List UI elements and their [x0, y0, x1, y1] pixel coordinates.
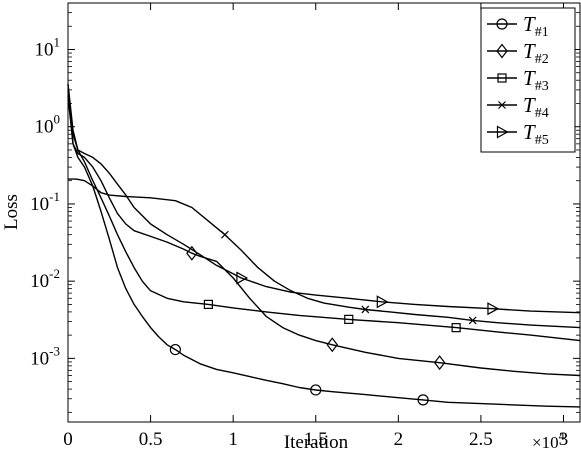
- marker-triangle-right: [236, 271, 249, 285]
- legend-box: [480, 7, 576, 153]
- marker-diamond: [433, 355, 446, 371]
- y-tick-label-exponent: -1: [49, 189, 60, 204]
- marker-diamond: [496, 43, 508, 59]
- y-tick-label: 10-1: [30, 189, 60, 215]
- marker-circle: [417, 394, 429, 406]
- y-tick-label-exponent: 1: [54, 34, 61, 49]
- series-line-5: [67, 83, 581, 314]
- legend-item-2: T#2: [487, 39, 549, 67]
- marker-x: [361, 305, 370, 314]
- marker-square: [203, 299, 213, 310]
- marker-diamond: [326, 337, 339, 353]
- marker-square: [451, 323, 461, 333]
- legend-label: T#2: [523, 39, 549, 67]
- legend: T#1T#2T#3T#4T#5: [480, 7, 576, 153]
- x-tick-label: 2.5: [469, 429, 493, 450]
- x-tick-label: 1: [228, 429, 238, 450]
- legend-label: T#5: [523, 120, 549, 148]
- x-axis-label: Iteration: [284, 432, 349, 453]
- y-tick-label-base: 10: [30, 194, 49, 215]
- legend-item-1: T#1: [487, 12, 549, 40]
- legend-item-3: T#3: [487, 66, 549, 94]
- y-tick-label-exponent: 0: [54, 112, 61, 127]
- y-axis-label: Loss: [1, 194, 22, 230]
- y-tick-label: 10-3: [30, 343, 60, 369]
- y-tick-label: 101: [35, 34, 61, 60]
- series-5: [67, 83, 581, 316]
- y-tick-label: 10-2: [30, 266, 60, 292]
- x-multiplier-exponent: 4: [559, 429, 565, 443]
- legend-label-name: T: [523, 93, 536, 117]
- axes-frame: [67, 2, 581, 423]
- legend-label-subscript: #1: [535, 25, 549, 40]
- legend-item-4: T#4: [487, 93, 549, 121]
- y-tick-label-base: 10: [35, 39, 54, 60]
- legend-label-subscript: #4: [535, 106, 549, 121]
- legend-label-name: T: [523, 120, 536, 144]
- marker-circle: [496, 18, 508, 30]
- series-3: [67, 89, 581, 342]
- y-tick-label-base: 10: [30, 348, 49, 369]
- y-tick-label-exponent: -3: [49, 343, 60, 358]
- legend-label-subscript: #5: [535, 133, 549, 148]
- legend-label: T#3: [523, 66, 549, 94]
- series-line-3: [67, 89, 581, 342]
- series-line-2: [67, 95, 581, 377]
- legend-label-name: T: [523, 66, 536, 90]
- legend-label-name: T: [523, 12, 536, 36]
- marker-x: [498, 101, 506, 109]
- x-tick-label: 0: [63, 429, 73, 450]
- x-tick-label: 3: [559, 429, 569, 450]
- marker-triangle-right: [496, 125, 509, 139]
- legend-label: T#4: [523, 93, 549, 121]
- x-multiplier-base: ×10: [532, 433, 559, 452]
- legend-label: T#1: [523, 12, 549, 40]
- plot-area: [67, 2, 581, 423]
- x-tick-labels: 0 0.5 1 1.5 2 2.5 3: [63, 429, 568, 450]
- y-tick-label: 100: [35, 112, 61, 138]
- series-line-1: [67, 84, 581, 408]
- legend-label-subscript: #2: [535, 52, 549, 67]
- marker-circle: [169, 343, 181, 356]
- marker-triangle-right: [376, 295, 389, 309]
- x-tick-label: 1.5: [304, 429, 328, 450]
- series-4: [68, 178, 581, 329]
- y-tick-label-exponent: -2: [49, 266, 60, 281]
- series-line-4: [68, 178, 581, 329]
- marker-circle: [310, 384, 322, 396]
- x-axis-multiplier: ×104: [532, 429, 565, 452]
- svg-text:×104: ×104: [532, 429, 565, 452]
- legend-item-5: T#5: [487, 120, 549, 148]
- y-tick-label-base: 10: [35, 117, 54, 138]
- legend-label-subscript: #3: [535, 79, 549, 94]
- series-1: [67, 84, 581, 408]
- legend-label-name: T: [523, 39, 536, 63]
- marker-triangle-right: [487, 302, 500, 316]
- y-tick-label-base: 10: [30, 271, 49, 292]
- marker-square: [344, 314, 354, 324]
- x-tick-label: 2: [394, 429, 404, 450]
- x-tick-label: 0.5: [139, 429, 163, 450]
- marker-square: [497, 73, 507, 83]
- marker-x: [220, 230, 229, 239]
- marker-x: [468, 316, 477, 325]
